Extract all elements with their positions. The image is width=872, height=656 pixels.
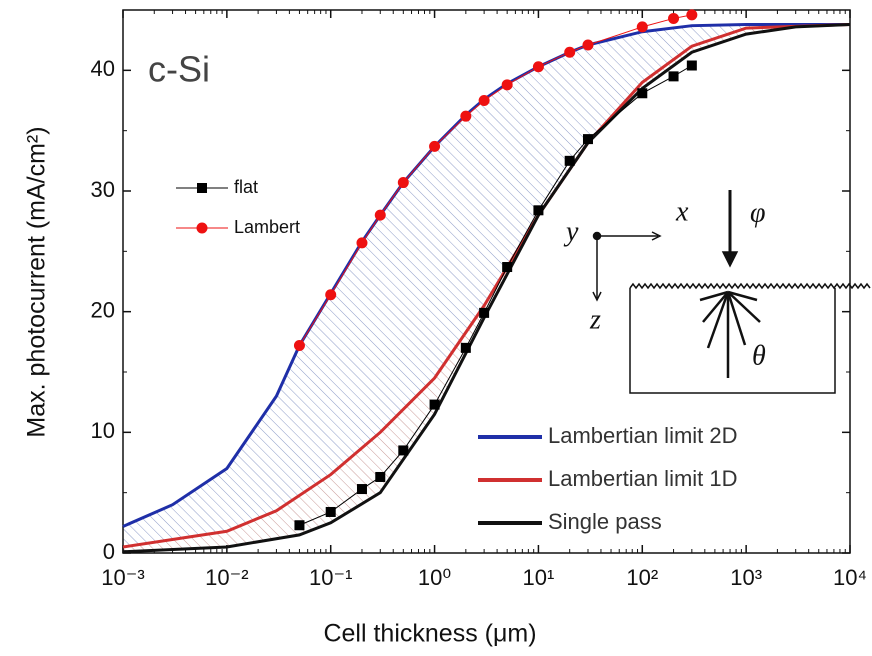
- y-tick-label: 40: [91, 56, 115, 81]
- y-tick-label: 10: [91, 418, 115, 443]
- annotation: φ: [750, 197, 766, 228]
- marker: [356, 237, 368, 249]
- marker: [636, 21, 648, 33]
- legend-label: Lambert: [234, 217, 300, 237]
- legend-label: Single pass: [548, 509, 662, 534]
- marker: [533, 205, 544, 216]
- marker: [478, 95, 490, 106]
- y-tick-label: 20: [91, 297, 115, 322]
- marker: [398, 445, 409, 456]
- marker: [532, 61, 544, 73]
- legend-label: Lambertian limit 1D: [548, 466, 738, 491]
- series-line: [122, 22, 851, 549]
- annotation: z: [589, 304, 601, 335]
- marker: [668, 12, 680, 24]
- marker: [374, 209, 386, 221]
- marker: [686, 60, 697, 71]
- marker: [460, 110, 472, 122]
- marker: [686, 9, 698, 21]
- annotation: θ: [752, 340, 766, 371]
- x-tick-label: 10⁻¹: [309, 565, 352, 590]
- marker: [637, 88, 648, 99]
- legend-label: flat: [234, 177, 258, 197]
- marker: [479, 307, 490, 318]
- x-tick-label: 10⁰: [418, 565, 451, 590]
- x-tick-label: 10⁻²: [205, 565, 248, 590]
- marker: [325, 506, 336, 517]
- inset-diagram: [592, 190, 871, 394]
- marker: [582, 134, 593, 145]
- marker: [429, 399, 440, 410]
- y-axis-title: Max. photocurrent (mA/cm²): [23, 126, 51, 437]
- y-tick-label: 0: [103, 539, 115, 564]
- marker: [582, 39, 594, 51]
- marker: [668, 71, 679, 82]
- marker: [502, 262, 513, 273]
- marker: [356, 484, 367, 495]
- marker: [294, 520, 305, 531]
- legend-label: Lambertian limit 2D: [548, 423, 738, 448]
- annotation: y: [563, 216, 579, 247]
- marker: [325, 289, 337, 301]
- x-tick-label: 10¹: [523, 565, 555, 590]
- marker: [564, 46, 576, 58]
- legend-marker: [197, 183, 207, 193]
- marker: [429, 140, 441, 152]
- legend-marker: [196, 222, 208, 234]
- marker: [501, 79, 513, 91]
- x-tick-label: 10²: [626, 565, 658, 590]
- plot-frame: [122, 9, 851, 554]
- y-tick-label: 30: [91, 177, 115, 202]
- annotation: c-Si: [148, 49, 210, 90]
- marker: [293, 339, 305, 351]
- marker: [397, 177, 409, 189]
- x-tick-label: 10⁻³: [101, 565, 144, 590]
- x-axis-title: Cell thickness (μm): [323, 620, 536, 648]
- x-tick-label: 10⁴: [833, 565, 867, 590]
- marker: [460, 342, 471, 353]
- hatched-band: [123, 24, 850, 547]
- x-tick-label: 10³: [730, 565, 762, 590]
- annotation: x: [675, 196, 689, 227]
- marker: [375, 471, 386, 482]
- marker: [564, 155, 575, 166]
